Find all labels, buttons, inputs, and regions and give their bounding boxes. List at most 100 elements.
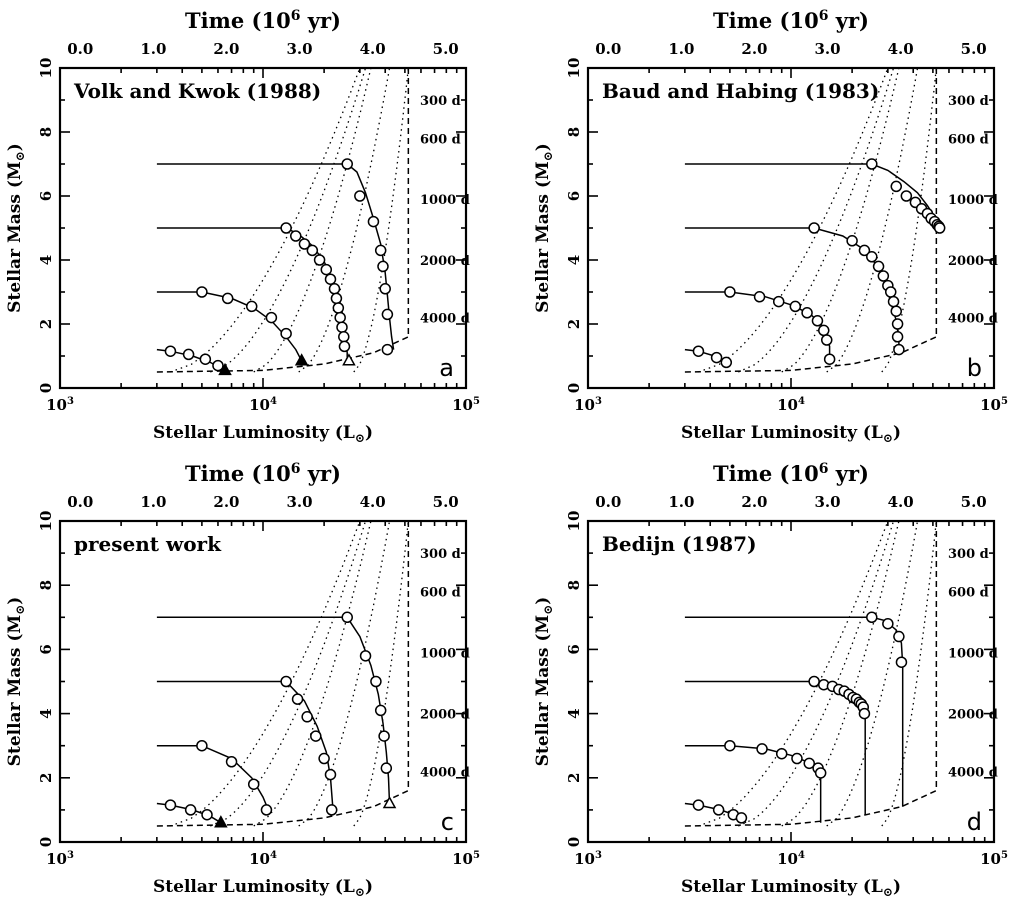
data-point [280,222,292,234]
data-point [265,311,278,324]
data-point [803,757,816,770]
data-point [336,321,348,333]
data-point [866,251,878,263]
y-tick-label: 10 [565,58,583,79]
series-line [684,616,904,666]
period-label: 300 d [420,547,461,562]
period-label: 300 d [948,547,989,562]
top-tick-label: 2.0 [213,493,239,511]
panel-letter: d [967,808,982,836]
period-label: 4000 d [420,765,470,780]
y-tick-label: 4 [37,708,55,718]
data-point [811,315,824,327]
top-axis-label: Time (106 yr) [185,461,341,486]
top-tick-label: 0.0 [595,493,621,511]
end-point [381,343,394,356]
top-tick-label: 1.0 [668,40,694,58]
data-point [341,158,353,170]
period-label: 4000 d [948,312,998,327]
period-curve [253,68,372,373]
data-point [823,353,836,365]
period-curve [170,68,361,373]
panel-d: 103 104 105 0 2 4 6 8 10 0.0 1.0 2.0 3.0 4.0 5.0 Stella… [533,461,1008,899]
data-point [735,812,748,824]
period-curve [298,68,391,373]
data-point [370,675,382,688]
period-label: 1000 d [420,193,470,208]
y-tick-label: 6 [37,644,55,654]
series-line [156,227,348,360]
top-tick-label: 0.0 [67,493,93,511]
panel-letter: c [441,808,454,836]
period-label: 600 d [420,586,461,601]
data-point [367,215,380,228]
period-label: 300 d [420,94,461,109]
y-tick-label: 8 [565,127,583,137]
x-tick-label: 105 [452,396,480,414]
dashed-boundary [156,336,409,373]
data-point [313,254,326,266]
data-point [310,730,322,742]
data-point [890,180,903,193]
data-point [354,190,366,202]
x-tick-label: 105 [980,396,1008,414]
series-line [156,744,270,812]
series-line [684,291,831,361]
panel-title: present work [74,532,222,556]
period-curve [826,68,919,373]
data-point [280,327,292,340]
y-tick-label: 2 [565,773,583,783]
x-tick-label: 105 [980,850,1008,868]
x-tick-label: 104 [249,850,277,868]
top-tick-label: 3.0 [286,493,312,511]
data-point [789,300,802,313]
period-curve [253,521,372,827]
data-point [374,704,387,717]
top-tick-label: 5.0 [433,40,459,58]
period-curve [698,521,889,827]
dashed-boundary [684,336,937,373]
panel-letter: a [439,354,454,382]
period-label: 1000 d [948,647,998,662]
panel-title: Volk and Kwok (1988) [73,79,321,103]
data-point [887,295,900,308]
y-tick-label: 4 [565,708,583,718]
top-tick-label: 3.0 [814,40,840,58]
data-point [221,292,234,305]
top-tick-label: 3.0 [286,40,312,58]
plot-area [156,68,410,376]
y-tick-label: 10 [565,511,583,532]
period-label: 300 d [948,94,989,109]
data-point [291,693,304,705]
plot-area [684,68,946,373]
period-label: 4000 d [420,312,470,327]
end-triangle [294,353,309,366]
period-curve [738,521,895,827]
data-point [280,675,292,688]
data-point [877,270,890,282]
x-tick-label: 104 [777,396,805,414]
y-tick-label: 6 [37,191,55,201]
plot-area [684,521,938,827]
data-point [318,752,330,765]
plot-area [156,521,410,828]
top-tick-label: 4.0 [888,493,914,511]
data-point [791,752,803,765]
data-point [893,630,905,643]
data-point [891,331,904,343]
data-point [882,617,894,630]
data-point [301,711,313,723]
data-point [377,260,389,273]
top-tick-label: 0.0 [595,40,621,58]
period-label: 600 d [948,132,989,147]
end-triangle [214,815,228,828]
dashed-boundary [684,789,937,827]
data-point [866,611,878,624]
end-triangle [342,353,356,366]
data-point [893,343,905,356]
y-tick-label: 8 [37,580,55,590]
data-point [212,359,224,372]
data-point [320,263,333,276]
data-point [724,739,736,752]
y-tick-label: 8 [37,127,55,137]
